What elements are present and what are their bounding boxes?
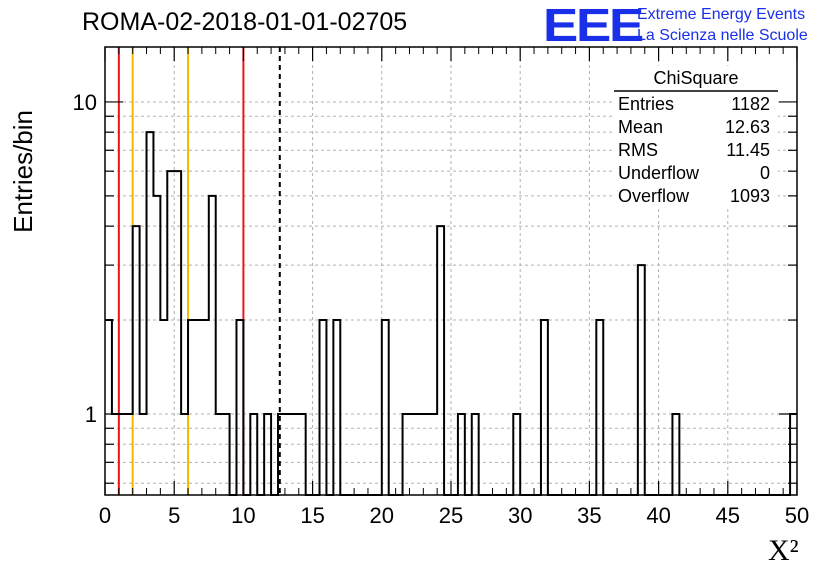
x-tick-label: 5 bbox=[168, 503, 180, 528]
x-tick-label: 50 bbox=[785, 503, 809, 528]
histogram-bin bbox=[409, 414, 416, 495]
marker-lines-layer bbox=[117, 47, 281, 495]
histogram-bin bbox=[216, 414, 223, 495]
stats-box-background bbox=[614, 66, 778, 206]
stats-row-label: Mean bbox=[618, 117, 663, 137]
x-tick-label: 0 bbox=[99, 503, 111, 528]
x-tick-label: 25 bbox=[439, 503, 463, 528]
histogram-bin bbox=[513, 414, 520, 495]
stats-row-label: RMS bbox=[618, 140, 658, 160]
histogram-bin bbox=[416, 414, 423, 495]
histogram-bin bbox=[278, 414, 285, 495]
eee-logo: EEE Extreme Energy Events La Scienza nel… bbox=[543, 2, 808, 48]
histogram-bin bbox=[181, 414, 188, 495]
stats-row-value: 11.45 bbox=[726, 140, 770, 160]
histogram-bin bbox=[638, 265, 645, 495]
stats-row-value: 1182 bbox=[731, 94, 770, 114]
histogram-bin bbox=[333, 320, 340, 495]
histogram-bin bbox=[320, 320, 327, 495]
x-tick-label: 10 bbox=[231, 503, 255, 528]
histogram-bin bbox=[223, 414, 230, 495]
histogram-bin bbox=[119, 414, 126, 495]
histogram-bin bbox=[188, 320, 195, 495]
histogram-bin bbox=[299, 414, 306, 495]
histogram-bin bbox=[264, 414, 271, 495]
y-tick-label: 10 bbox=[73, 90, 97, 115]
chart-title: ROMA-02-2018-01-01-02705 bbox=[82, 8, 408, 36]
logo-text: Extreme Energy Events La Scienza nelle S… bbox=[637, 4, 808, 46]
logo-line-2: La Scienza nelle Scuole bbox=[637, 27, 808, 44]
stats-row-label: Entries bbox=[618, 94, 674, 114]
histogram-bin bbox=[250, 414, 257, 495]
histogram-bin bbox=[437, 226, 444, 495]
logo-mark: EEE bbox=[543, 0, 644, 51]
y-axis-label: Entries/bin bbox=[8, 110, 38, 233]
stats-box-title: ChiSquare bbox=[653, 68, 738, 88]
x-tick-label: 35 bbox=[577, 503, 601, 528]
stats-row-label: Underflow bbox=[618, 163, 700, 183]
histogram-bin bbox=[153, 196, 160, 495]
histogram-bin bbox=[147, 132, 154, 495]
histogram-bin bbox=[403, 414, 410, 495]
x-tick-label: 20 bbox=[370, 503, 394, 528]
histogram-bin bbox=[541, 320, 548, 495]
x-axis-label: X² bbox=[768, 534, 799, 567]
histogram-bin bbox=[672, 414, 679, 495]
x-tick-label: 45 bbox=[716, 503, 740, 528]
histogram-bin bbox=[236, 320, 243, 495]
histogram-bin bbox=[430, 414, 437, 495]
histogram-bin bbox=[209, 196, 216, 495]
histogram-bin bbox=[167, 171, 174, 495]
histogram-bin bbox=[458, 414, 465, 495]
histogram-bin bbox=[174, 171, 181, 495]
x-tick-label: 40 bbox=[646, 503, 670, 528]
logo-line-1: Extreme Energy Events bbox=[637, 6, 806, 23]
histogram-bin bbox=[126, 414, 133, 495]
ticks-layer: 0 5 10 15 20 25 30 35 40 45 50 1 10 bbox=[73, 47, 809, 528]
histogram-bin bbox=[596, 320, 603, 495]
histogram-bin bbox=[160, 320, 167, 495]
histogram-bin bbox=[105, 320, 112, 495]
histogram-bin bbox=[423, 414, 430, 495]
histogram-bin bbox=[140, 414, 147, 495]
y-tick-label: 1 bbox=[85, 402, 97, 427]
stats-row-label: Overflow bbox=[618, 186, 690, 206]
x-tick-label: 15 bbox=[300, 503, 324, 528]
stats-row-value: 0 bbox=[760, 163, 770, 183]
histogram-bin bbox=[195, 320, 202, 495]
histogram-bin bbox=[285, 414, 292, 495]
x-tick-label: 30 bbox=[508, 503, 532, 528]
histogram-bin bbox=[133, 226, 140, 495]
stats-row-value: 1093 bbox=[730, 186, 770, 206]
stats-box: ChiSquare Entries 1182 Mean 12.63 RMS 11.45 Un… bbox=[614, 66, 778, 206]
histogram-bin bbox=[472, 414, 479, 495]
histogram-bin bbox=[202, 320, 209, 495]
stats-box-rows: Entries 1182 Mean 12.63 RMS 11.45 Underflow 0 Ov… bbox=[618, 94, 770, 206]
stats-row-value: 12.63 bbox=[725, 117, 770, 137]
histogram-bin bbox=[292, 414, 299, 495]
histogram-bin bbox=[382, 320, 389, 495]
